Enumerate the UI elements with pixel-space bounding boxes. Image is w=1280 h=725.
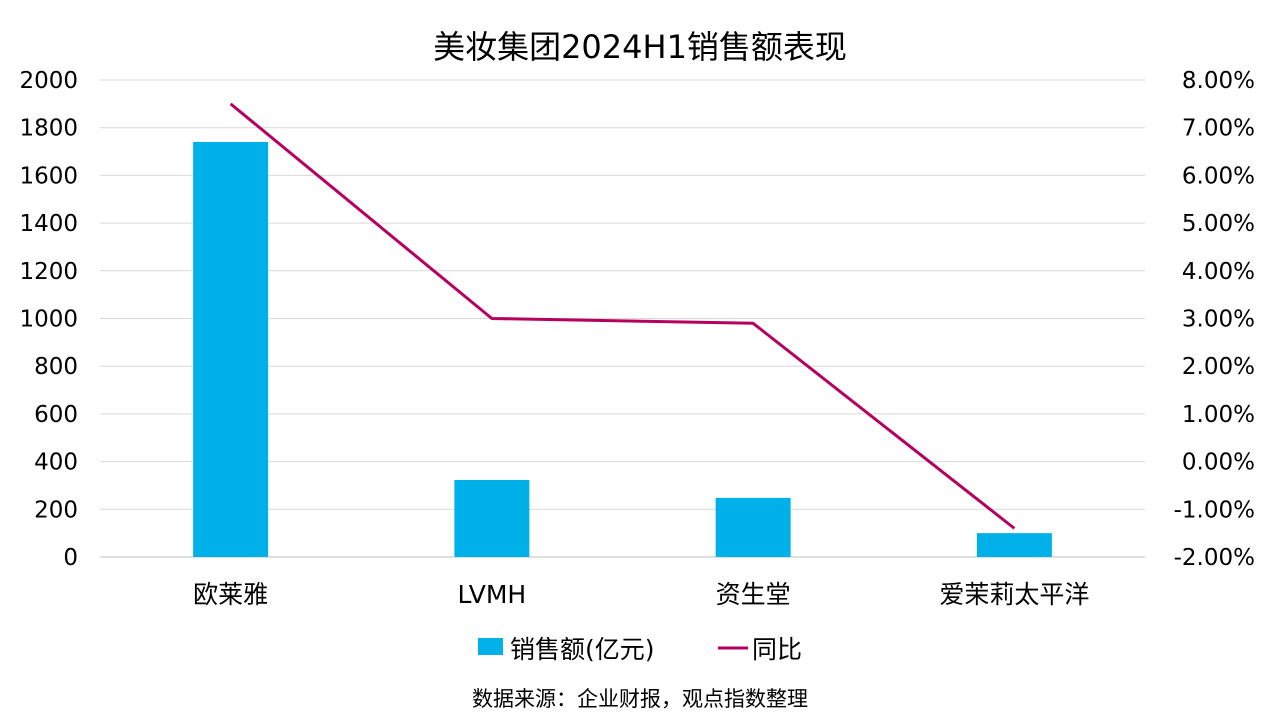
- chart-title: 美妆集团2024H1销售额表现: [433, 28, 847, 66]
- right-tick-label: 1.00%: [1182, 402, 1255, 428]
- right-tick-label: 3.00%: [1182, 307, 1255, 333]
- right-tick-label: 5.00%: [1182, 211, 1255, 237]
- right-tick-label: 4.00%: [1182, 259, 1255, 285]
- line-yoy: [231, 104, 1015, 529]
- category-label: LVMH: [458, 580, 527, 609]
- category-label: 资生堂: [716, 580, 791, 609]
- left-tick-label: 2000: [19, 68, 78, 94]
- left-tick-label: 800: [34, 354, 78, 380]
- bar: [193, 142, 268, 557]
- legend-bar-swatch: [478, 638, 503, 655]
- bar: [454, 480, 529, 557]
- left-tick-label: 600: [34, 402, 78, 428]
- legend-bar-label: 销售额(亿元): [510, 635, 655, 664]
- left-tick-label: 200: [34, 497, 78, 523]
- left-tick-label: 1200: [19, 259, 78, 285]
- left-tick-label: 1600: [19, 163, 78, 189]
- legend-line-label: 同比: [752, 635, 802, 664]
- right-tick-label: -2.00%: [1174, 545, 1255, 571]
- right-tick-label: -1.00%: [1174, 497, 1255, 523]
- right-tick-label: 2.00%: [1182, 354, 1255, 380]
- category-label: 爱茉莉太平洋: [939, 580, 1089, 609]
- line-series: [231, 104, 1015, 529]
- left-tick-label: 1400: [19, 211, 78, 237]
- category-label: 欧莱雅: [193, 580, 268, 609]
- right-tick-label: 0.00%: [1182, 450, 1255, 476]
- category-axis: 欧莱雅 LVMH 资生堂 爱茉莉太平洋: [193, 580, 1089, 609]
- right-tick-label: 8.00%: [1182, 68, 1255, 94]
- bar: [977, 533, 1052, 557]
- source-note: 数据来源：企业财报，观点指数整理: [472, 687, 808, 711]
- left-tick-label: 0: [63, 545, 78, 571]
- left-tick-label: 400: [34, 450, 78, 476]
- right-tick-label: 6.00%: [1182, 163, 1255, 189]
- left-axis: 0 200 400 600 800 1000 1200 1400 1600 1800 2000: [19, 68, 78, 571]
- bar: [716, 498, 791, 557]
- bar-series: [193, 142, 1052, 557]
- left-tick-label: 1800: [19, 116, 78, 142]
- right-tick-label: 7.00%: [1182, 116, 1255, 142]
- legend: 销售额(亿元) 同比: [478, 635, 802, 664]
- right-axis: -2.00% -1.00% 0.00% 1.00% 2.00% 3.00% 4.00% 5.0…: [1174, 68, 1255, 571]
- left-tick-label: 1000: [19, 307, 78, 333]
